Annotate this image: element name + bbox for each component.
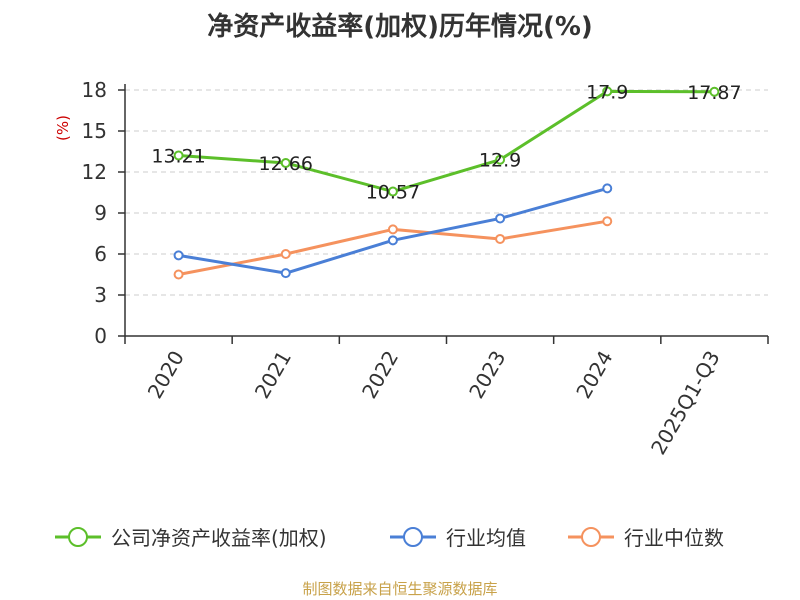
data-point: [173, 269, 184, 280]
source-note: 制图数据来自恒生聚源数据库: [302, 580, 498, 598]
y-tick-label: 18: [82, 78, 107, 102]
data-point: [709, 86, 720, 97]
x-tick-label: 2021: [250, 347, 296, 403]
data-point: [602, 183, 613, 194]
data-labels: 13.21 12.66 10.57 12.9 17.9 17.87: [151, 81, 741, 203]
gridlines: [125, 89, 768, 296]
data-label: 17.9: [586, 81, 628, 103]
data-label: 12.66: [259, 153, 313, 175]
data-point: [495, 213, 506, 224]
legend-label: 行业均值: [446, 526, 526, 550]
y-tick-label: 12: [82, 160, 107, 184]
data-point: [280, 249, 291, 259]
data-label: 17.87: [687, 82, 741, 104]
data-point: [602, 216, 613, 227]
legend: 公司净资产收益率(加权) 行业均值 行业中位数: [55, 526, 724, 550]
y-tick-label: 0: [94, 324, 107, 348]
y-tick-label: 3: [94, 283, 107, 307]
series-line-0: [178, 89, 715, 194]
data-point: [495, 233, 506, 244]
y-tick-label: 6: [94, 242, 107, 266]
data-label: 13.21: [151, 145, 205, 167]
x-tick-label: 2024: [571, 347, 617, 403]
data-point: [495, 154, 506, 165]
data-point: [280, 268, 291, 279]
legend-label: 行业中位数: [624, 526, 724, 550]
series-lines: [173, 86, 720, 280]
x-tick-label: 2020: [143, 347, 189, 403]
y-axis-unit: (%): [54, 115, 72, 141]
x-tick-label: 2025Q1-Q3: [646, 347, 725, 459]
legend-marker: [68, 527, 88, 547]
x-tick-label: 2023: [464, 347, 510, 403]
data-point: [173, 150, 184, 161]
data-label: 10.57: [366, 182, 420, 204]
axes: 0 3 6 9 12 15 18 (%) 2020 2021 2022 2023 2024 2025Q1-…: [54, 78, 769, 459]
data-point: [387, 235, 398, 246]
legend-marker: [403, 527, 423, 547]
data-point: [602, 86, 613, 97]
chart-title: 净资产收益率(加权)历年情况(%): [207, 12, 593, 42]
x-tick-label: 2022: [357, 347, 403, 403]
legend-label: 公司净资产收益率(加权): [111, 526, 327, 550]
data-point: [387, 186, 398, 197]
data-point: [173, 250, 184, 261]
data-point: [280, 157, 291, 168]
data-label: 12.9: [479, 150, 521, 172]
y-tick-label: 9: [94, 201, 107, 225]
data-point: [387, 224, 398, 235]
y-tick-label: 15: [82, 119, 107, 143]
legend-marker: [581, 527, 601, 547]
